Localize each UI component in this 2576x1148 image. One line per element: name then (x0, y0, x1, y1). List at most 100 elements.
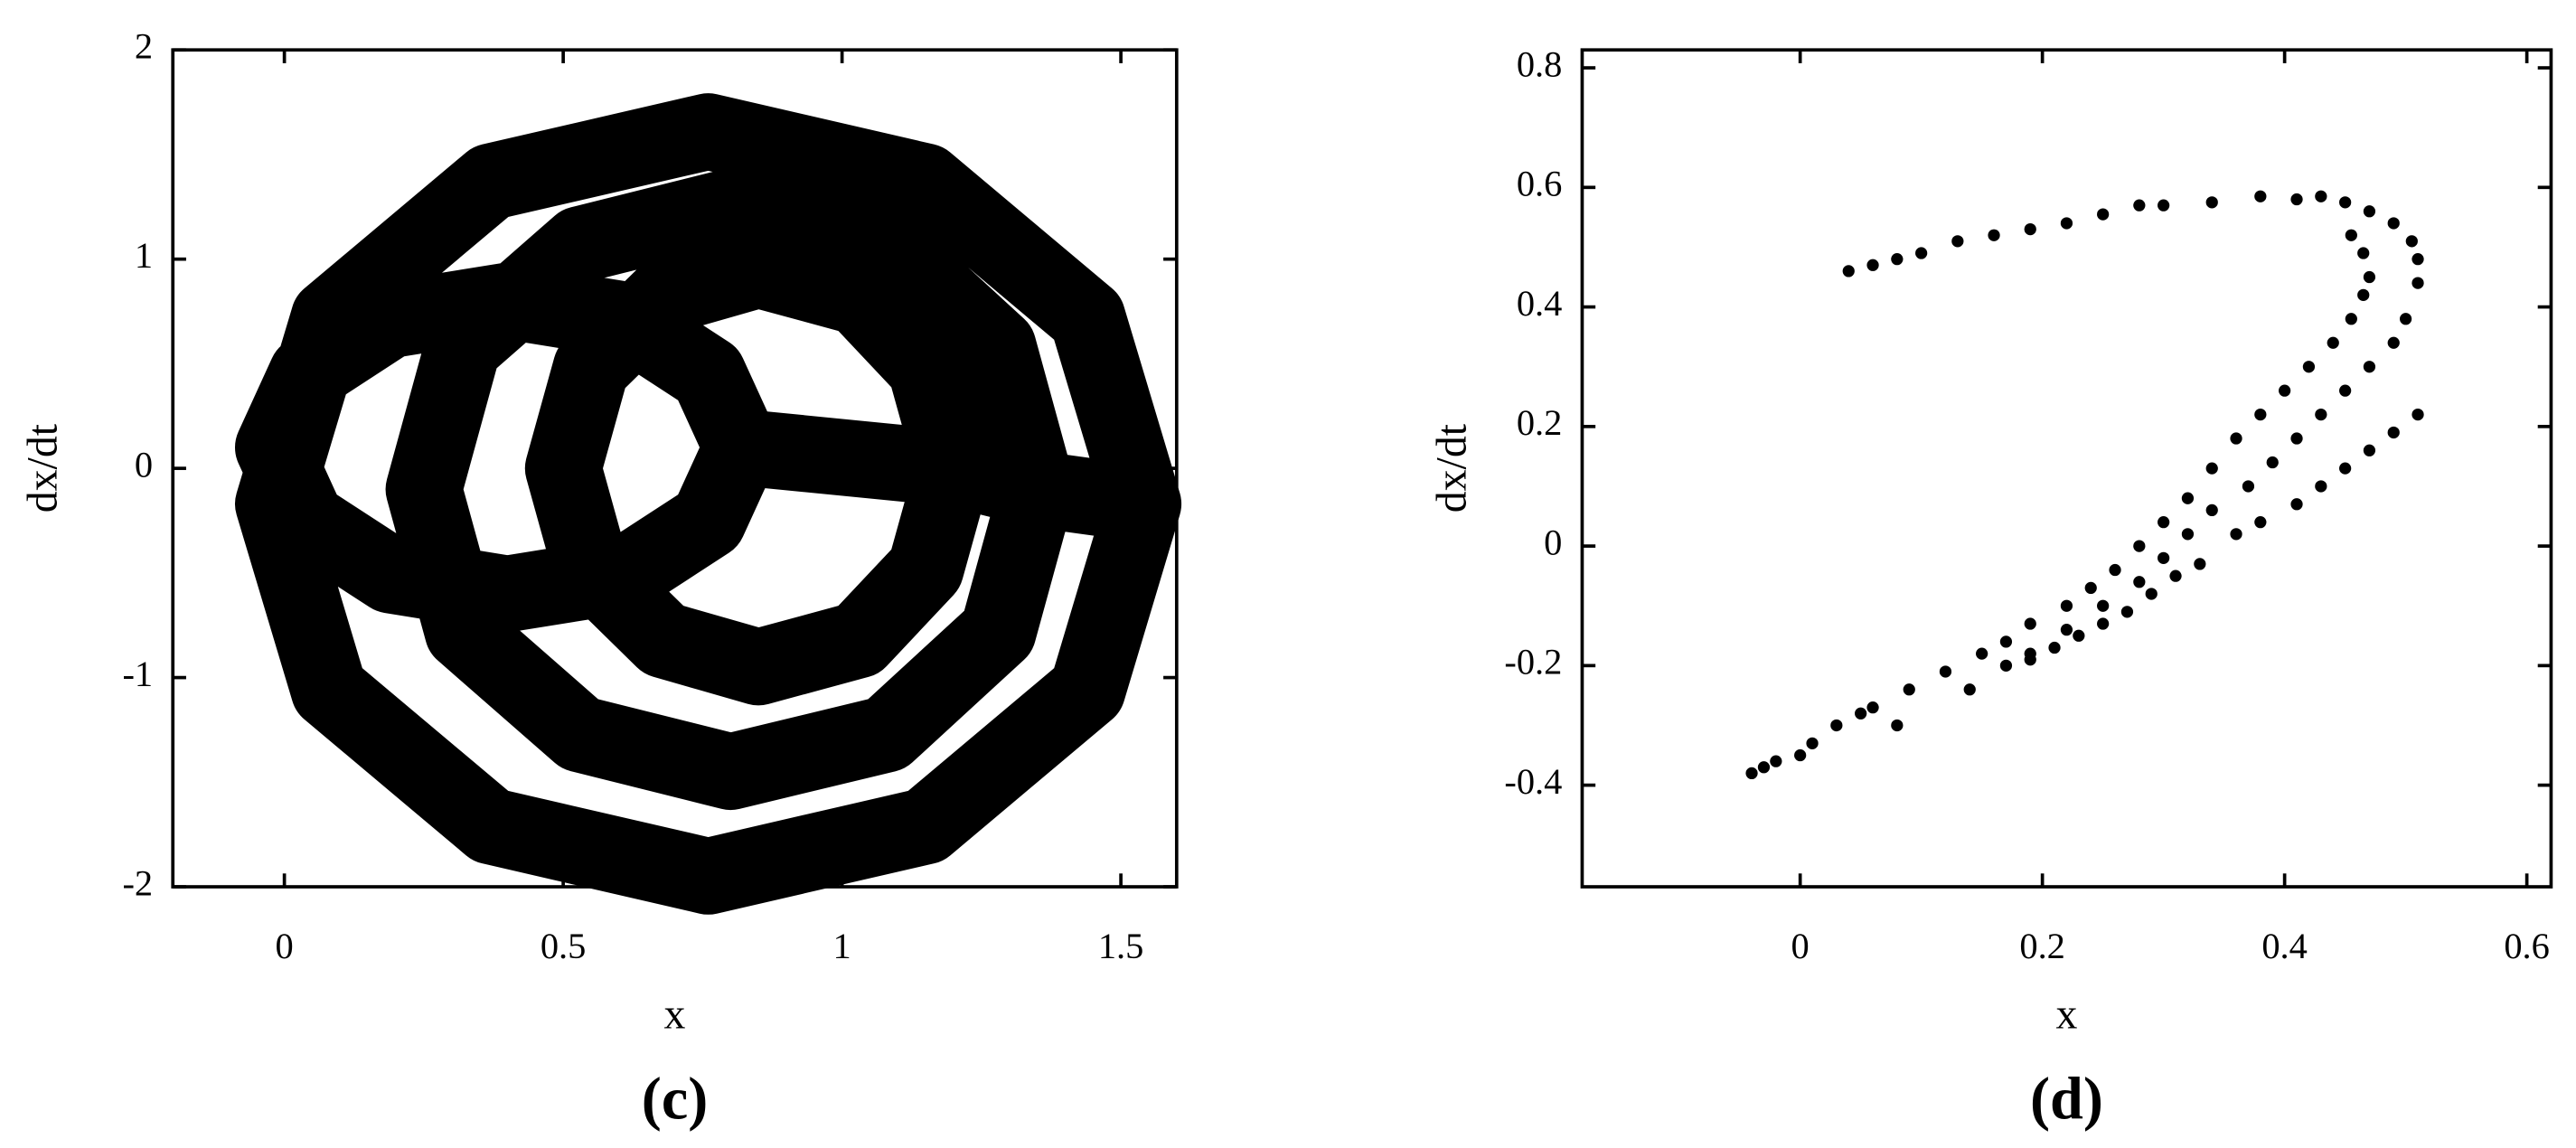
point (1891, 253, 1904, 266)
point (1830, 719, 1843, 732)
point (2194, 558, 2206, 570)
y-tick-label: 0.6 (1517, 164, 1563, 204)
x-axis-label: x (2055, 990, 2077, 1038)
point (2405, 235, 2418, 248)
point (2315, 190, 2327, 202)
point (2315, 480, 2327, 493)
point (2387, 217, 2400, 230)
x-tick-label: 0 (276, 926, 294, 966)
y-tick-label: 0.4 (1517, 283, 1563, 324)
point (2339, 462, 2352, 475)
panel-caption: (d) (2030, 1066, 2103, 1132)
point (2254, 408, 2267, 421)
y-tick-label: -0.4 (1504, 761, 1562, 802)
x-tick-label: 1 (833, 926, 851, 966)
point (2363, 444, 2376, 456)
point (1806, 737, 1819, 749)
point (1842, 265, 1855, 278)
point (1915, 247, 1928, 259)
panel-caption: (c) (642, 1066, 708, 1132)
point (2205, 462, 2218, 475)
point (2363, 361, 2376, 373)
point (2266, 456, 2279, 469)
point (1903, 683, 1915, 696)
point (2411, 277, 2424, 289)
point (2181, 492, 2195, 504)
point (1770, 755, 1782, 767)
point (1976, 647, 1988, 660)
point (2169, 569, 2182, 582)
point (2387, 336, 2400, 349)
point (2120, 606, 2134, 618)
point (2290, 432, 2303, 445)
point (2097, 617, 2110, 630)
point (2048, 641, 2061, 654)
point (1999, 635, 2013, 648)
y-tick-label: 1 (135, 235, 153, 276)
point (2024, 222, 2036, 236)
plot-frame (1580, 48, 2553, 889)
point (2230, 432, 2242, 445)
point (1855, 707, 1867, 720)
point (2400, 313, 2412, 325)
point (2158, 551, 2170, 564)
point (1757, 761, 1771, 774)
y-tick-label: -2 (122, 862, 153, 903)
point (2133, 540, 2146, 552)
point (2024, 654, 2036, 666)
y-tick-label: 2 (135, 25, 153, 66)
point (2205, 503, 2218, 517)
point (1951, 235, 1964, 248)
point (2145, 588, 2158, 600)
point (2345, 313, 2357, 325)
y-tick-label: 0.2 (1517, 402, 1563, 443)
point (2345, 229, 2357, 241)
y-tick-label: 0.8 (1517, 43, 1563, 84)
point (2060, 217, 2073, 230)
point (1999, 659, 2013, 672)
point (2387, 426, 2400, 439)
point (2290, 498, 2303, 511)
point (1794, 748, 1807, 762)
point (2242, 480, 2255, 493)
point (2073, 629, 2085, 642)
point (2315, 408, 2327, 421)
point (1866, 259, 1879, 271)
x-tick-label: 1.5 (1098, 926, 1144, 966)
point (2158, 199, 2170, 212)
point (1891, 719, 1904, 732)
point (2302, 361, 2316, 373)
point (2254, 190, 2267, 202)
point (2363, 270, 2376, 284)
point (2339, 196, 2352, 209)
x-tick-label: 0.4 (2261, 926, 2308, 966)
point (2357, 288, 2370, 301)
point (1988, 229, 2000, 241)
point (2230, 528, 2242, 541)
point (2339, 384, 2352, 397)
point (2205, 196, 2218, 209)
point (1866, 701, 1879, 714)
point (2024, 617, 2036, 630)
y-tick-label: 0 (1544, 522, 1562, 562)
point (2363, 205, 2376, 218)
x-tick-label: 0.6 (2504, 926, 2550, 966)
point (2084, 581, 2097, 595)
point (2060, 624, 2073, 636)
point (2158, 516, 2170, 529)
x-tick-label: 0.2 (2019, 926, 2065, 966)
point (2060, 599, 2073, 612)
point (2097, 208, 2110, 221)
y-tick-label: 0 (135, 444, 153, 485)
y-tick-label: -1 (122, 654, 153, 694)
point (2411, 408, 2424, 421)
point (2254, 516, 2267, 529)
point (2181, 528, 2195, 541)
point (2097, 599, 2110, 612)
y-axis-label: dx/dt (1428, 423, 1476, 513)
point (1939, 665, 1952, 678)
x-axis-label: x (664, 990, 686, 1038)
point (2327, 336, 2339, 349)
